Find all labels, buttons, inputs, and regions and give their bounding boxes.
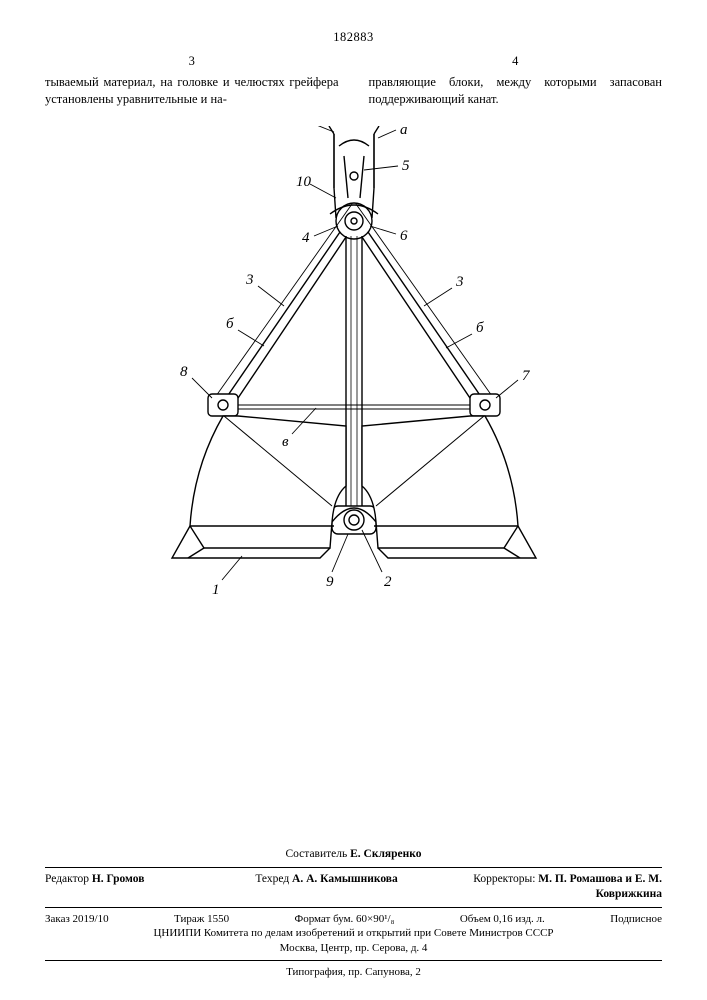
imprint-order: Заказ 2019/10 — [45, 912, 109, 927]
fig-label-bl: б — [226, 316, 234, 332]
techred-label: Техред — [255, 873, 289, 885]
editor-label: Редактор — [45, 873, 89, 885]
compiler-name: Е. Скляренко — [350, 848, 421, 860]
fig-label-10: 10 — [296, 174, 312, 190]
figure: 11 а 5 10 4 6 3 3 б б 8 7 в 1 9 2 — [45, 126, 662, 626]
grab-bucket-diagram: 11 а 5 10 4 6 3 3 б б 8 7 в 1 9 2 — [134, 126, 574, 626]
compiler-label: Составитель — [285, 848, 347, 860]
credits-block: Составитель Е. Скляренко Редактор Н. Гро… — [45, 847, 662, 980]
divider-1 — [45, 867, 662, 868]
fig-label-6: 6 — [400, 228, 408, 244]
imprint-tirazh: Тираж 1550 — [174, 912, 229, 927]
fig-label-v: в — [282, 434, 289, 450]
fig-label-4: 4 — [302, 230, 310, 246]
imprint-org: ЦНИИПИ Комитета по делам изобретений и о… — [45, 926, 662, 941]
fig-label-1: 1 — [212, 582, 220, 598]
fig-label-a: а — [400, 126, 408, 138]
fig-label-3l: 3 — [245, 272, 254, 288]
fig-label-7: 7 — [522, 368, 531, 384]
divider-2 — [45, 907, 662, 908]
right-column: 4 правляющие блоки, между которыми запас… — [369, 53, 663, 108]
fig-label-5: 5 — [402, 158, 410, 174]
divider-3 — [45, 960, 662, 961]
imprint-volume: Объем 0,16 изд. л. — [460, 912, 545, 927]
right-col-text: правляющие блоки, между которыми запасов… — [369, 75, 663, 106]
imprint-format: Формат бум. 60×90¹/₈ — [295, 912, 395, 927]
corrector-label: Корректоры: — [473, 873, 535, 885]
fig-label-3r: 3 — [455, 274, 464, 290]
techred-name: А. А. Камышникова — [292, 873, 398, 885]
left-col-number: 3 — [45, 53, 339, 70]
right-col-number: 4 — [369, 53, 663, 70]
body-columns: 3 тываемый материал, на головке и челюст… — [45, 53, 662, 108]
imprint-addr: Москва, Центр, пр. Серова, д. 4 — [45, 941, 662, 956]
corrector-names: М. П. Ромашова и Е. М. Коврижкина — [538, 873, 662, 901]
left-column: 3 тываемый материал, на головке и челюст… — [45, 53, 339, 108]
left-col-text: тываемый материал, на головке и челюстях… — [45, 75, 339, 106]
typography-line: Типография, пр. Сапунова, 2 — [45, 965, 662, 980]
fig-label-11: 11 — [306, 126, 320, 130]
doc-number: 182883 — [45, 30, 662, 45]
fig-label-br: б — [476, 320, 484, 336]
editor-name: Н. Громов — [92, 873, 145, 885]
imprint-block: Заказ 2019/10 Тираж 1550 Формат бум. 60×… — [45, 912, 662, 957]
imprint-sub: Подписное — [610, 912, 662, 927]
fig-label-2: 2 — [384, 574, 392, 590]
fig-label-8: 8 — [180, 364, 188, 380]
fig-label-9: 9 — [326, 574, 334, 590]
